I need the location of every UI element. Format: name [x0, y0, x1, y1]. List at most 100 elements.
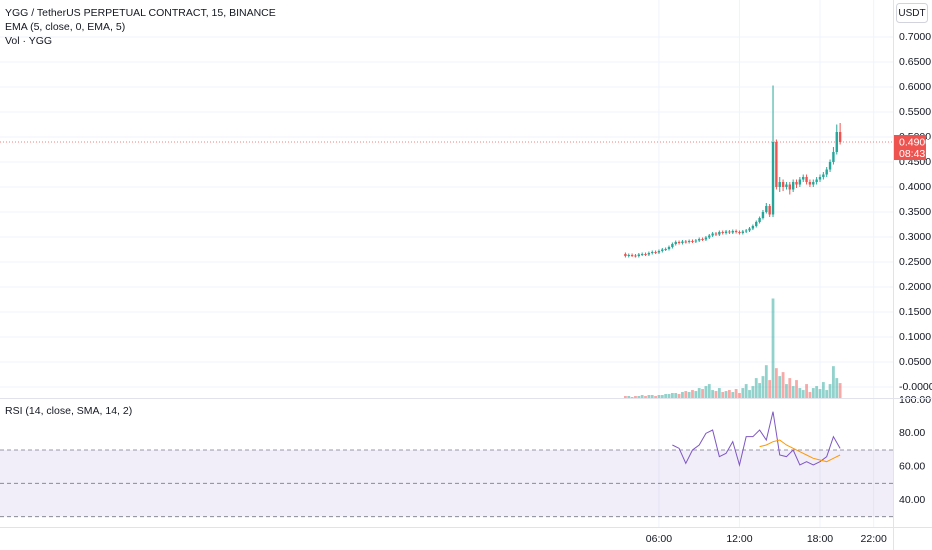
candle-body	[698, 239, 701, 241]
volume-bar	[761, 376, 765, 398]
volume-bar	[654, 396, 657, 398]
volume-bar	[805, 384, 808, 398]
volume-bar	[697, 388, 701, 398]
volume-bar	[788, 378, 792, 398]
ema-legend: EMA (5, close, 0, EMA, 5)	[5, 21, 125, 33]
y-tick-label: -0.0000	[899, 381, 932, 393]
candle-body	[681, 241, 684, 243]
candle-body	[825, 169, 828, 175]
volume-bar	[815, 386, 819, 398]
candle-body	[640, 254, 644, 255]
candle-body	[761, 212, 765, 218]
volume-legend: Vol · YGG	[5, 35, 52, 47]
volume-bar	[650, 395, 654, 398]
candle-body	[781, 182, 785, 187]
volume-bar	[751, 386, 755, 398]
candle-body	[815, 179, 818, 182]
candle-body	[734, 231, 738, 232]
volume-bar	[681, 392, 684, 398]
rsi-tick-label: 100.00	[899, 394, 931, 406]
volume-bar	[774, 368, 778, 398]
volume-bar	[825, 390, 829, 398]
volume-bar	[771, 298, 775, 398]
candle-body	[691, 241, 694, 242]
candle-body	[828, 162, 832, 170]
candle-body	[651, 252, 654, 253]
volume-bar	[791, 386, 795, 398]
y-tick-label: 0.1500	[899, 306, 931, 318]
last-price-box	[894, 135, 926, 160]
x-tick-label: 06:00	[646, 533, 672, 545]
candle-body	[724, 231, 728, 233]
volume-bar	[818, 389, 822, 398]
rsi-tick-label: 40.00	[899, 494, 925, 506]
volume-bar	[832, 366, 835, 398]
y-tick-label: 0.6000	[899, 81, 931, 93]
rsi-line	[759, 439, 841, 463]
volume-bar	[744, 384, 748, 398]
volume-bar	[828, 384, 832, 398]
candle-body	[731, 231, 734, 233]
volume-bar	[835, 378, 839, 398]
candle-body	[694, 240, 698, 242]
rsi-line	[672, 411, 841, 467]
candle-body	[708, 235, 711, 238]
rsi-tick-label: 80.00	[899, 427, 925, 439]
y-tick-label: 0.6500	[899, 56, 931, 68]
y-tick-label: 0.5500	[899, 106, 931, 118]
volume-bar	[785, 384, 788, 398]
volume-bar	[664, 394, 668, 398]
candle-body	[654, 252, 657, 253]
y-tick-label: 0.4000	[899, 181, 931, 193]
volume-bar	[677, 394, 681, 398]
candle-body	[818, 177, 822, 180]
candle-body	[805, 177, 808, 182]
candle-body	[671, 244, 674, 247]
candle-body	[661, 249, 664, 251]
currency-label[interactable]: USDT	[898, 8, 925, 19]
volume-bar	[741, 388, 745, 398]
volume-bar	[724, 391, 728, 398]
candle-body	[701, 239, 704, 240]
volume-bar	[801, 390, 805, 398]
volume-bar	[778, 376, 782, 398]
volume-bar	[701, 389, 704, 398]
volume-bar	[704, 386, 708, 398]
chart-title: YGG / TetherUS PERPETUAL CONTRACT, 15, B…	[5, 7, 276, 19]
volume-bar	[714, 391, 718, 398]
volume-bar	[694, 391, 698, 398]
candle-body	[768, 206, 771, 215]
candle-body	[744, 230, 748, 232]
candle-body	[791, 182, 795, 190]
candle-body	[644, 254, 647, 255]
candle-body	[751, 226, 755, 229]
volume-bar	[821, 382, 825, 398]
volume-bar	[838, 383, 842, 398]
candle-body	[738, 232, 741, 233]
x-tick-label: 12:00	[726, 533, 752, 545]
volume-bar	[728, 390, 731, 398]
candle-body	[684, 241, 687, 243]
candle-body	[630, 255, 634, 256]
volume-bar	[798, 388, 802, 398]
y-tick-label: 0.0500	[899, 356, 931, 368]
volume-bar	[657, 395, 661, 398]
currency-button[interactable]	[896, 3, 928, 23]
candle-body	[711, 233, 714, 236]
candle-body	[771, 142, 775, 215]
volume-bar	[630, 397, 634, 398]
candle-body	[667, 247, 671, 249]
volume-bar	[764, 365, 768, 398]
volume-bar	[627, 396, 631, 398]
candle-body	[798, 179, 802, 185]
x-tick-label: 22:00	[861, 533, 887, 545]
volume-bar	[811, 388, 815, 398]
candle-body	[637, 254, 641, 256]
rsi-tick-label: 60.00	[899, 460, 925, 472]
volume-bar	[768, 380, 772, 398]
candle-body	[624, 254, 627, 256]
